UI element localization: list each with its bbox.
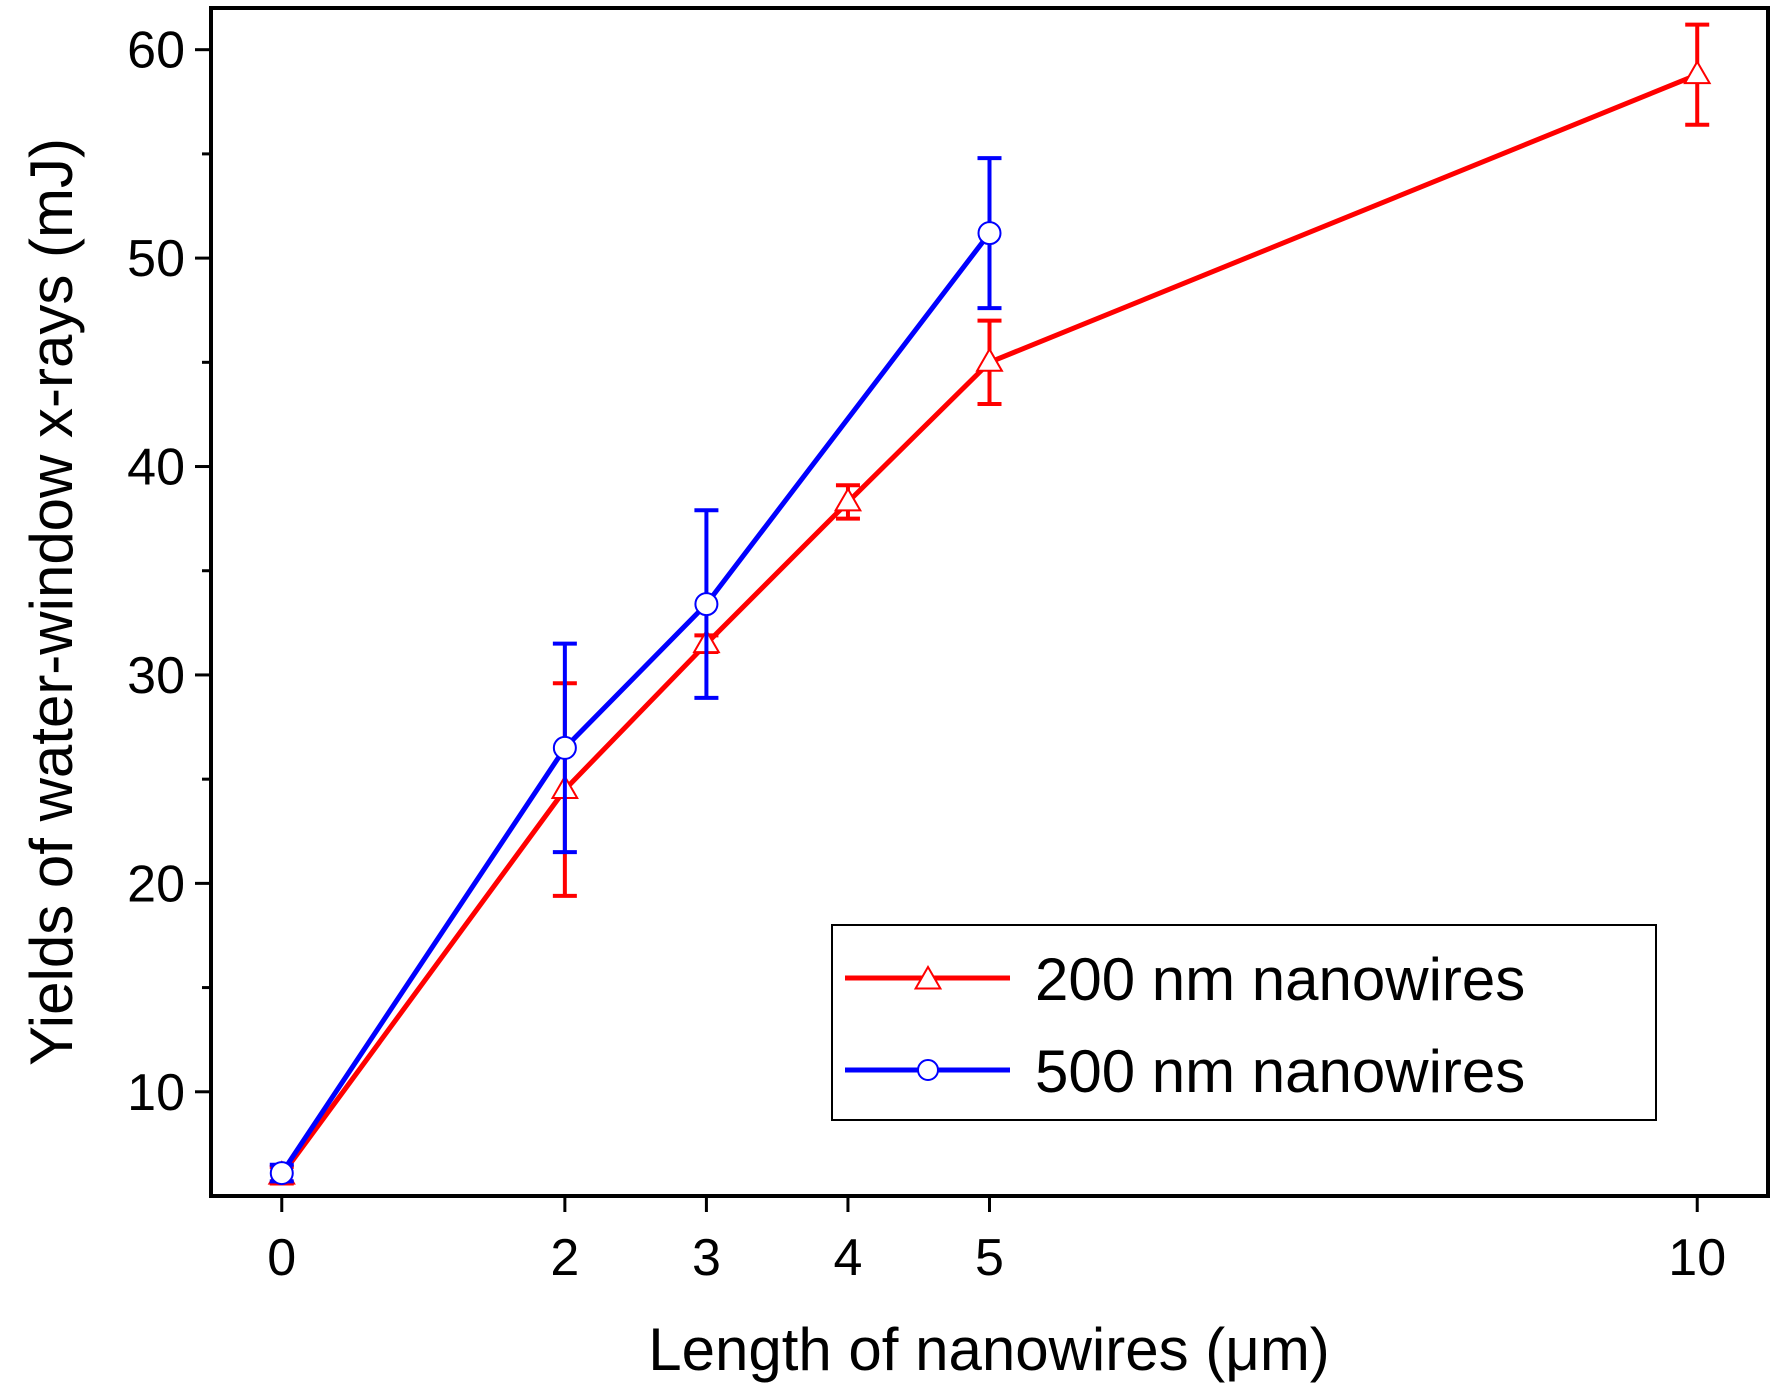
legend-label-200nm: 200 nm nanowires [1035, 946, 1525, 1013]
x-tick-label: 0 [267, 1229, 296, 1287]
x-tick-label: 10 [1668, 1229, 1726, 1287]
series-line [279, 72, 1699, 1177]
legend-label-500nm: 500 nm nanowires [1035, 1038, 1525, 1105]
data-point [1683, 59, 1712, 85]
legend-marker-triangle [913, 964, 943, 990]
data-point [552, 735, 577, 760]
x-tick-label: 4 [833, 1229, 862, 1287]
data-point [975, 347, 1004, 372]
x-axis-title: Length of nanowires (μm) [648, 1316, 1330, 1383]
series-layer [267, 22, 1712, 1186]
y-axis-title: Yields of water-window x-rays (mJ) [18, 138, 85, 1066]
data-point [694, 592, 719, 617]
y-tick-label: 30 [127, 647, 185, 705]
legend-marker-circle [917, 1059, 939, 1081]
x-tick-label: 5 [975, 1229, 1004, 1287]
y-tick-label: 60 [127, 22, 185, 80]
y-tick-label: 40 [127, 439, 185, 497]
legend-box [831, 924, 1657, 1121]
legend: 200 nm nanowires 500 nm nanowires [831, 924, 1657, 1121]
series-1 [269, 156, 1002, 1186]
y-tick-label: 50 [127, 230, 185, 288]
y-tick-label: 20 [127, 855, 185, 913]
x-tick-label: 2 [550, 1229, 579, 1287]
data-point [269, 1161, 294, 1186]
data-point [977, 221, 1002, 246]
data-point [833, 486, 863, 512]
axis-ticks: 0 2 3 4 5 10 10 20 30 40 50 60 [127, 22, 1726, 1287]
x-tick-label: 3 [692, 1229, 721, 1287]
y-tick-label: 10 [127, 1064, 185, 1122]
series-line [279, 231, 992, 1175]
